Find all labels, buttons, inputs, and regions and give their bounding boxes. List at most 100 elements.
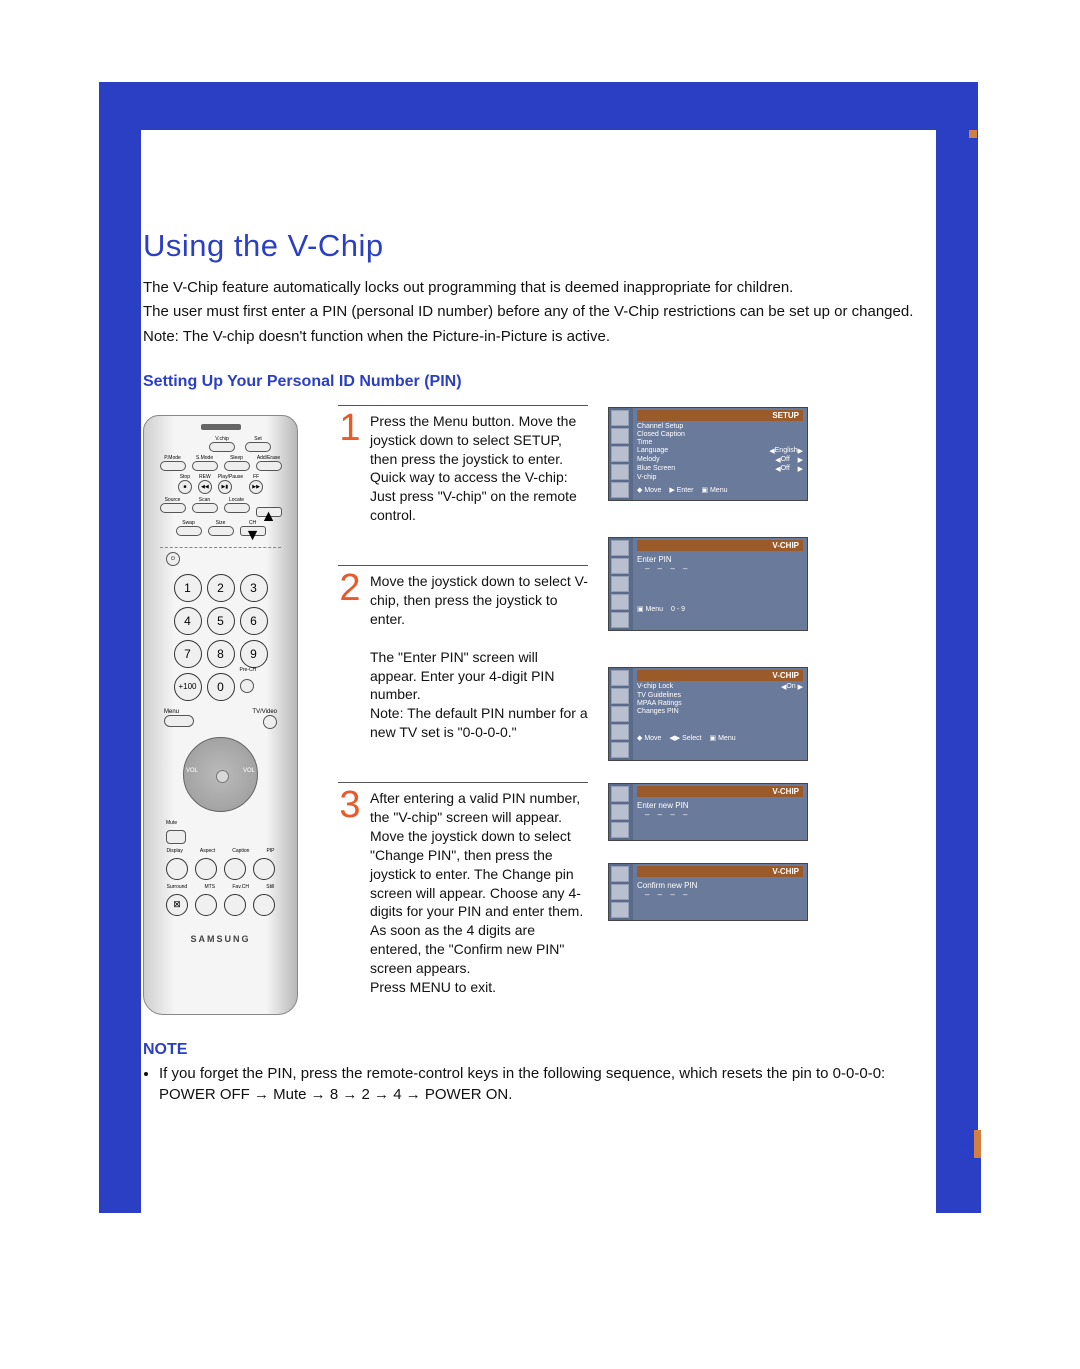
- osd-confirm-new-pin: V-CHIP Confirm new PIN – – – –: [608, 863, 808, 921]
- intro-paragraph-1: The V-Chip feature automatically locks o…: [143, 278, 935, 298]
- vol-down-label: VOL: [186, 768, 198, 774]
- btn-label: Stop: [178, 474, 192, 480]
- enter-pin-label: Enter PIN: [637, 555, 803, 564]
- display-button[interactable]: [166, 858, 188, 880]
- btn-label: Scan: [192, 497, 218, 503]
- ir-emitter: [201, 424, 241, 430]
- num-5[interactable]: 5: [207, 607, 235, 635]
- osd-vchip-menu: V-CHIP V-chip Lock◀ On ▶ TV Guidelines M…: [608, 667, 808, 761]
- num-1[interactable]: 1: [174, 574, 202, 602]
- btn-label: P.Mode: [160, 455, 186, 461]
- remote-button[interactable]: [256, 461, 282, 471]
- num-plus100[interactable]: +100: [174, 673, 202, 701]
- mute-button[interactable]: [166, 830, 186, 844]
- num-7[interactable]: 7: [174, 640, 202, 668]
- remote-button[interactable]: [160, 461, 186, 471]
- tvvideo-button[interactable]: [263, 715, 277, 729]
- btn-label: Size: [208, 520, 234, 526]
- page-number: 69: [961, 1136, 974, 1150]
- num-0[interactable]: 0: [207, 673, 235, 701]
- btn-label: Swap: [176, 520, 202, 526]
- num-6[interactable]: 6: [240, 607, 268, 635]
- btn-label: Source: [160, 497, 186, 503]
- pin-dashes: – – – –: [645, 810, 803, 819]
- stop-button[interactable]: ■: [178, 480, 192, 494]
- confirm-pin-label: Confirm new PIN: [637, 881, 803, 890]
- num-2[interactable]: 2: [207, 574, 235, 602]
- btn-label: Set: [245, 436, 271, 442]
- pip-button[interactable]: [253, 858, 275, 880]
- favch-button[interactable]: [224, 894, 246, 916]
- screens-column: SETUP Channel Setup Closed Caption Time …: [608, 405, 808, 921]
- remote-column: V.chip Set P.Mode S.Mode Sleep Add/Erase…: [143, 405, 318, 1015]
- osd-title: V-CHIP: [637, 866, 803, 877]
- remote-button[interactable]: [208, 526, 234, 536]
- brand-logo: SAMSUNG: [152, 934, 289, 944]
- btn-label: Locate: [224, 497, 250, 503]
- pin-dashes: – – – –: [645, 890, 803, 899]
- step-number: 1: [338, 412, 362, 525]
- osd-title: SETUP: [637, 410, 803, 421]
- caption-button[interactable]: [224, 858, 246, 880]
- osd-title: V-CHIP: [637, 670, 803, 681]
- surround-button[interactable]: ⊠: [166, 894, 188, 916]
- btn-label: Add/Erase: [256, 455, 282, 461]
- still-button[interactable]: [253, 894, 275, 916]
- enter-new-pin-label: Enter new PIN: [637, 801, 803, 810]
- number-pad: 1 2 3 4 5 6 7 8 9 +100 0 Pre-CH: [152, 574, 289, 701]
- note-heading: NOTE: [143, 1041, 935, 1059]
- aspect-button[interactable]: [195, 858, 217, 880]
- btn-label: FF: [249, 474, 263, 480]
- directional-pad[interactable]: VOL VOL: [183, 737, 258, 812]
- btn-label: Play/Pause: [218, 474, 243, 480]
- pre-ch-button[interactable]: [240, 679, 254, 693]
- tvvideo-label: TV/Video: [252, 709, 277, 715]
- remote-button[interactable]: [245, 442, 271, 452]
- remote-button[interactable]: [209, 442, 235, 452]
- power-button[interactable]: ⏻: [166, 552, 180, 566]
- mts-button[interactable]: [195, 894, 217, 916]
- page-marker-orange: [974, 1130, 981, 1158]
- steps-column: 1 Press the Menu button. Move the joysti…: [338, 405, 588, 1007]
- ff-button[interactable]: ▶▶: [249, 480, 263, 494]
- remote-button[interactable]: [176, 526, 202, 536]
- btn-label: CH: [240, 520, 266, 526]
- content-columns: V.chip Set P.Mode S.Mode Sleep Add/Erase…: [143, 405, 935, 1015]
- osd-setup: SETUP Channel Setup Closed Caption Time …: [608, 407, 808, 501]
- num-4[interactable]: 4: [174, 607, 202, 635]
- vol-up-label: VOL: [243, 768, 255, 774]
- step-number: 3: [338, 789, 362, 997]
- remote-button[interactable]: [192, 503, 218, 513]
- section-subheading: Setting Up Your Personal ID Number (PIN): [143, 373, 935, 391]
- step-text: Press the Menu button. Move the joystick…: [370, 412, 588, 525]
- step-3: 3 After entering a valid PIN number, the…: [338, 782, 588, 1007]
- note-item: If you forget the PIN, press the remote-…: [159, 1063, 935, 1105]
- play-button[interactable]: ▶▮: [218, 480, 232, 494]
- menu-label: Menu: [164, 709, 179, 715]
- osd-title: V-CHIP: [637, 540, 803, 551]
- btn-label: Sleep: [224, 455, 250, 461]
- step-text: After entering a valid PIN number, the "…: [370, 789, 588, 997]
- menu-button[interactable]: [164, 715, 194, 727]
- remote-button[interactable]: [224, 461, 250, 471]
- rew-button[interactable]: ◀◀: [198, 480, 212, 494]
- page-title: Using the V-Chip: [143, 228, 935, 264]
- num-3[interactable]: 3: [240, 574, 268, 602]
- corner-accent: [969, 130, 977, 138]
- btn-label: REW: [198, 474, 212, 480]
- remote-button[interactable]: ▼: [240, 526, 266, 536]
- remote-button[interactable]: [192, 461, 218, 471]
- remote-button[interactable]: ▲: [256, 507, 282, 517]
- page-marker-blue: [974, 1158, 981, 1213]
- step-2: 2 Move the joystick down to select V-chi…: [338, 565, 588, 782]
- osd-enter-pin: V-CHIP Enter PIN – – – – ▣ Menu 0 - 9: [608, 537, 808, 631]
- num-9[interactable]: 9: [240, 640, 268, 668]
- remote-control: V.chip Set P.Mode S.Mode Sleep Add/Erase…: [143, 415, 298, 1015]
- osd-title: V-CHIP: [637, 786, 803, 797]
- num-8[interactable]: 8: [207, 640, 235, 668]
- remote-button[interactable]: [224, 503, 250, 513]
- page-content: Using the V-Chip The V-Chip feature auto…: [143, 228, 935, 1105]
- intro-paragraph-3: Note: The V-chip doesn't function when t…: [143, 327, 935, 347]
- remote-button[interactable]: [160, 503, 186, 513]
- btn-label: S.Mode: [192, 455, 218, 461]
